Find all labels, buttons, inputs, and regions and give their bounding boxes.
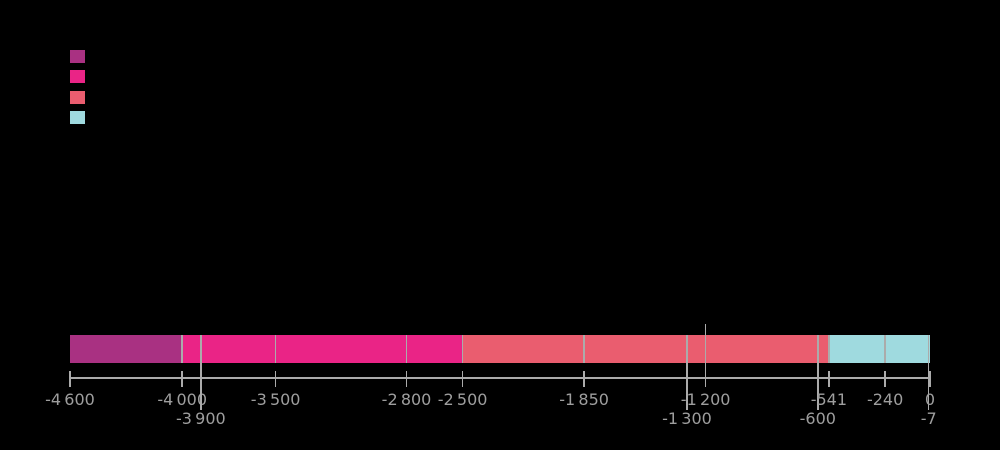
tick-label: -541 — [810, 389, 847, 409]
tick-label: -1 300 — [662, 409, 712, 428]
tick-mark-long — [686, 335, 688, 410]
tick-mark-long — [927, 335, 930, 410]
tick-label: -1 850 — [559, 389, 609, 409]
tick-label: -1 200 — [680, 389, 731, 409]
legend-swatch-1 — [70, 50, 85, 63]
tick-mark — [884, 370, 886, 387]
tick-label: -4 600 — [45, 389, 95, 409]
tick-label: -7 — [920, 409, 937, 428]
tick-mark — [181, 370, 183, 387]
tick-mark — [274, 370, 277, 387]
tick-mark — [929, 370, 931, 387]
segment-divider — [461, 335, 464, 363]
segment-divider — [405, 335, 408, 363]
tick-mark — [461, 370, 464, 387]
legend-swatch-2 — [70, 70, 85, 84]
tick-label: -2 500 — [437, 389, 488, 409]
tick-mark — [583, 370, 585, 387]
bar-segment-4 — [828, 335, 930, 363]
tick-label: -3 900 — [176, 409, 226, 428]
segment-divider — [828, 335, 830, 363]
segment-divider — [583, 335, 585, 363]
segment-divider — [274, 335, 277, 363]
bar-segment-2 — [182, 335, 463, 363]
tick-mark — [405, 370, 408, 387]
tick-mark — [704, 370, 707, 387]
tick-label: -600 — [799, 409, 836, 428]
tick-label: -4 000 — [157, 389, 208, 409]
bar-segment-1 — [70, 335, 183, 363]
annotation-line — [704, 324, 707, 387]
tick-mark-long — [817, 335, 819, 410]
segment-divider — [181, 335, 183, 363]
tick-label: -3 500 — [250, 389, 301, 409]
tick-mark-long — [200, 335, 202, 410]
tick-label: 0 — [924, 389, 936, 409]
tick-mark — [69, 370, 71, 387]
tick-label: -2 800 — [381, 389, 432, 409]
tick-label: -240 — [866, 389, 904, 409]
segment-divider — [884, 335, 886, 363]
legend-swatch-4 — [70, 111, 85, 125]
legend-swatch-3 — [70, 90, 85, 104]
tick-mark — [828, 370, 830, 387]
x-axis-line — [70, 377, 930, 379]
bar-segment-3 — [462, 335, 829, 363]
